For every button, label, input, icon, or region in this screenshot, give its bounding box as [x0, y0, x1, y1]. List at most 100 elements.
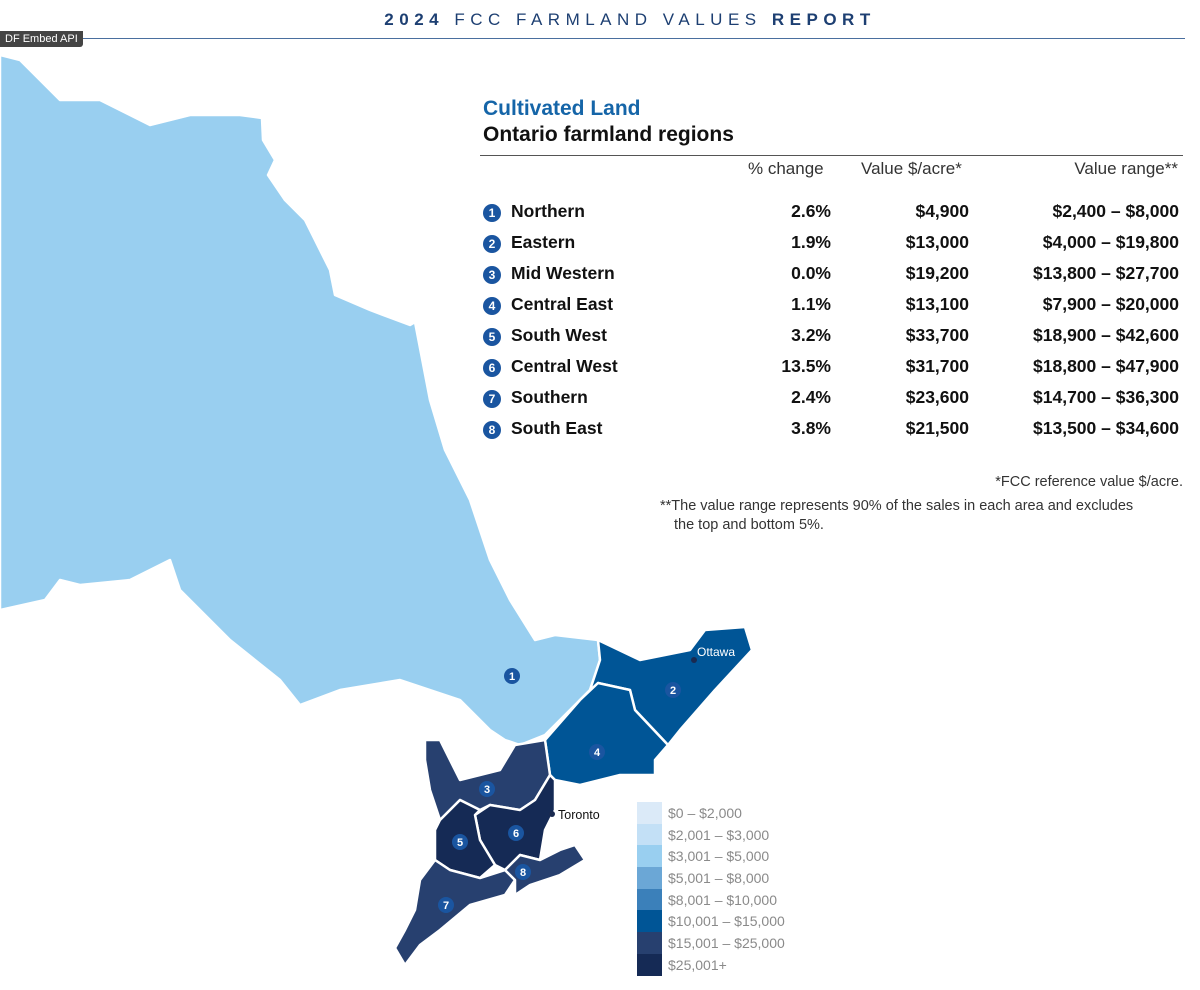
map-region-marker — [515, 864, 531, 880]
map-legend: $0 – $2,000 $2,001 – $3,000 $3,001 – $5,00… — [637, 802, 785, 976]
map-region-number: 7 — [443, 900, 449, 912]
legend-label: $10,001 – $15,000 — [668, 913, 785, 930]
table-row: 4 Central East 1.1% $13,100 $7,900 – $20… — [483, 294, 1179, 322]
legend-label: $15,001 – $25,000 — [668, 934, 785, 951]
map-region-marker — [504, 668, 520, 684]
region-number-badge: 2 — [483, 235, 501, 253]
map-region-number: 2 — [670, 685, 676, 697]
region-value: $33,700 — [905, 325, 969, 345]
region-change: 3.2% — [791, 325, 831, 345]
ottawa-dot — [691, 657, 697, 663]
legend-label: $0 – $2,000 — [668, 804, 742, 821]
region-value: $21,500 — [905, 418, 969, 438]
region-change: 1.9% — [791, 232, 831, 252]
region-range: $14,700 – $36,300 — [1033, 387, 1179, 407]
legend-swatch — [637, 910, 662, 933]
region-number-badge: 4 — [483, 297, 501, 315]
region-number-badge: 7 — [483, 390, 501, 408]
region-name: Mid Western — [511, 263, 615, 283]
region-number-badge: 1 — [483, 204, 501, 222]
map-region-marker — [438, 897, 454, 913]
legend-swatch — [637, 845, 662, 868]
legend-label: $8,001 – $10,000 — [668, 891, 777, 908]
table-row: 3 Mid Western 0.0% $19,200 $13,800 – $27… — [483, 263, 1179, 291]
table-row: 5 South West 3.2% $33,700 $18,900 – $42,… — [483, 325, 1179, 353]
region-name: South West — [511, 325, 607, 345]
map-region-marker — [665, 682, 681, 698]
map-region-number: 5 — [457, 837, 463, 849]
toronto-label: Toronto — [558, 808, 600, 822]
subtitle: Ontario farmland regions — [483, 123, 734, 146]
header-rule — [0, 38, 1185, 39]
legend-swatch — [637, 888, 662, 911]
header-middle: FCC FARMLAND VALUES — [454, 10, 762, 29]
legend-item: $10,001 – $15,000 — [637, 910, 785, 933]
region-range: $4,000 – $19,800 — [1042, 232, 1179, 252]
region-northern[interactable] — [0, 53, 602, 747]
legend-swatch — [637, 867, 662, 889]
note-ref: *FCC reference value $/acre. — [995, 474, 1183, 490]
legend-item: $15,001 – $25,000 — [637, 932, 785, 954]
region-change: 2.4% — [791, 387, 831, 407]
note-range-2: the top and bottom 5%. — [674, 517, 824, 533]
region-number-badge: 3 — [483, 266, 501, 284]
legend-swatch — [637, 802, 662, 824]
region-south-east[interactable] — [503, 843, 587, 897]
region-range: $13,500 – $34,600 — [1033, 418, 1179, 438]
region-value: $19,200 — [905, 263, 969, 283]
region-range: $18,800 – $47,900 — [1033, 356, 1179, 376]
region-value: $13,100 — [905, 294, 969, 314]
map-region-number: 3 — [484, 784, 490, 796]
legend-swatch — [637, 953, 662, 976]
legend-item: $25,001+ — [637, 953, 785, 976]
region-change: 0.0% — [791, 263, 831, 283]
legend-item: $8,001 – $10,000 — [637, 888, 785, 911]
map-region-marker — [479, 781, 495, 797]
region-change: 13.5% — [781, 356, 831, 376]
map-region-marker — [508, 825, 524, 841]
region-change: 1.1% — [791, 294, 831, 314]
table-row: 7 Southern 2.4% $23,600 $14,700 – $36,30… — [483, 387, 1179, 415]
legend-swatch — [637, 823, 662, 846]
region-name: Eastern — [511, 232, 576, 252]
legend-item: $3,001 – $5,000 — [637, 845, 785, 868]
table-row: 8 South East 3.8% $21,500 $13,500 – $34,… — [483, 418, 1179, 446]
region-range: $2,400 – $8,000 — [1052, 201, 1179, 221]
region-name: Central West — [511, 356, 618, 376]
legend-swatch — [637, 932, 662, 954]
region-range: $18,900 – $42,600 — [1033, 325, 1179, 345]
header-year: 2024 — [384, 10, 445, 29]
toronto-dot — [549, 811, 555, 817]
note-range: **The value range represents 90% of the … — [660, 498, 1134, 514]
legend-label: $25,001+ — [668, 956, 727, 973]
region-number-badge: 6 — [483, 359, 501, 377]
region-name: Central East — [511, 294, 614, 314]
region-southern[interactable] — [393, 858, 517, 967]
legend-item: $0 – $2,000 — [637, 802, 785, 824]
table-row: 6 Central West 13.5% $31,700 $18,800 – $… — [483, 356, 1179, 384]
region-range: $7,900 – $20,000 — [1042, 294, 1179, 314]
region-range: $13,800 – $27,700 — [1033, 263, 1179, 283]
region-change: 3.8% — [791, 418, 831, 438]
legend-item: $5,001 – $8,000 — [637, 867, 785, 889]
header-end: REPORT — [771, 10, 876, 29]
legend-label: $5,001 – $8,000 — [668, 869, 770, 886]
legend-item: $2,001 – $3,000 — [637, 823, 785, 846]
map-region-number: 8 — [520, 867, 526, 879]
region-name: Southern — [511, 387, 588, 407]
embed-tooltip: DF Embed API — [0, 31, 83, 47]
map-region-number: 1 — [509, 671, 515, 683]
region-change: 2.6% — [791, 201, 831, 221]
region-value: $4,900 — [915, 201, 969, 221]
table-rule — [480, 155, 1183, 156]
region-name: Northern — [511, 201, 585, 221]
legend-label: $2,001 – $3,000 — [668, 826, 770, 843]
map-region-number: 6 — [513, 828, 519, 840]
col-range: Value range** — [1074, 159, 1178, 178]
table-row: 2 Eastern 1.9% $13,000 $4,000 – $19,800 — [483, 232, 1179, 260]
region-value: $31,700 — [905, 356, 969, 376]
map-region-marker — [452, 834, 468, 850]
map-region-number: 4 — [594, 747, 601, 759]
report-header: 2024 FCC FARMLAND VALUES REPORT — [0, 10, 1200, 30]
